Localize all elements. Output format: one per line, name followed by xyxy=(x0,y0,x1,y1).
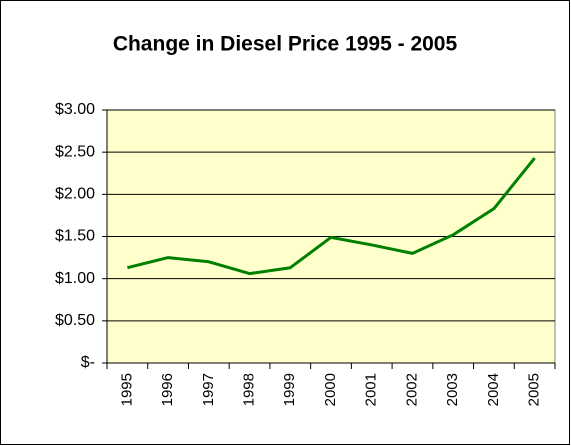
x-tick-label: 2005 xyxy=(526,373,543,406)
y-tick-label: $0.50 xyxy=(55,312,95,329)
y-tick-label: $1.50 xyxy=(55,228,95,245)
x-tick-label: 1995 xyxy=(118,373,135,406)
x-tick-label: 1999 xyxy=(281,373,298,406)
x-tick-label: 1998 xyxy=(241,373,258,406)
line-series xyxy=(127,157,536,276)
x-tick-label: 2000 xyxy=(322,373,339,406)
x-tick-label: 2004 xyxy=(485,373,502,406)
x-tick-label: 2001 xyxy=(363,373,380,406)
y-tick-label: $3.00 xyxy=(55,101,95,118)
chart-title: Change in Diesel Price 1995 - 2005 xyxy=(113,33,458,56)
x-tick-label: 2003 xyxy=(444,373,461,406)
x-tick-label: 1997 xyxy=(200,373,217,406)
x-tick-label: 1996 xyxy=(159,373,176,406)
y-tick-label: $2.50 xyxy=(55,143,95,160)
y-tick-label: $1.00 xyxy=(55,270,95,287)
x-tick-label: 2002 xyxy=(403,373,420,406)
y-tick-label: $2.00 xyxy=(55,186,95,203)
y-tick-label: $- xyxy=(81,354,95,371)
